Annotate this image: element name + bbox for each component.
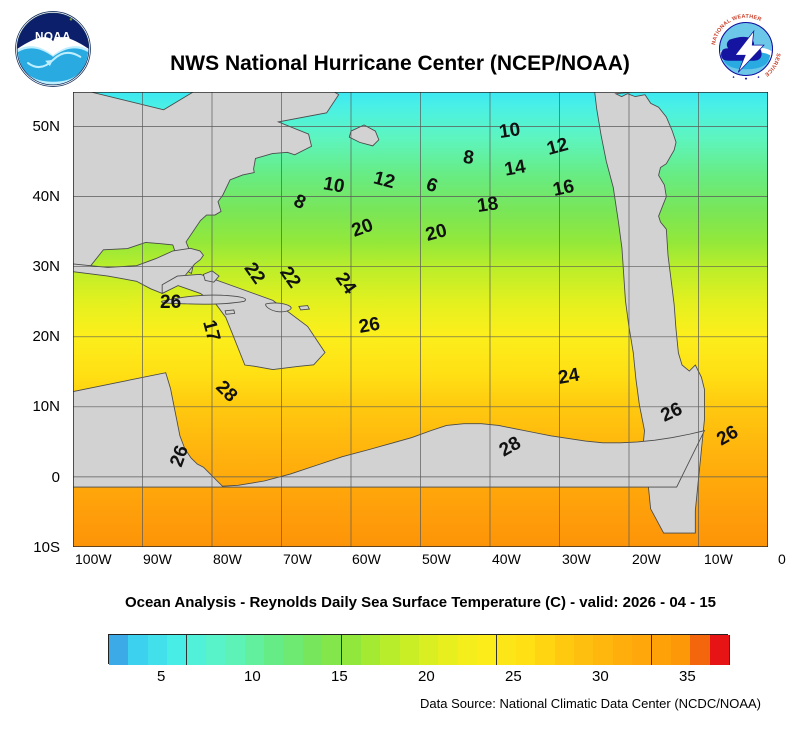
svg-text:12: 12: [545, 134, 571, 160]
svg-text:26: 26: [166, 443, 193, 470]
svg-text:17: 17: [198, 318, 224, 344]
svg-text:8: 8: [290, 190, 308, 214]
svg-text:26: 26: [160, 292, 181, 313]
svg-text:10: 10: [322, 173, 346, 197]
svg-text:26: 26: [357, 314, 381, 338]
svg-text:6: 6: [423, 174, 440, 197]
svg-text:22: 22: [275, 263, 304, 292]
svg-text:10: 10: [498, 119, 522, 143]
svg-text:20: 20: [423, 220, 449, 246]
svg-text:22: 22: [240, 259, 269, 288]
svg-text:18: 18: [476, 193, 500, 217]
svg-text:24: 24: [557, 364, 582, 388]
svg-text:26: 26: [713, 422, 742, 451]
svg-text:28: 28: [496, 433, 525, 462]
svg-text:14: 14: [503, 156, 528, 180]
svg-text:8: 8: [462, 147, 475, 169]
svg-text:20: 20: [349, 215, 376, 242]
svg-text:28: 28: [211, 377, 241, 407]
svg-text:16: 16: [551, 176, 576, 201]
svg-text:12: 12: [371, 168, 397, 194]
svg-text:26: 26: [658, 399, 686, 427]
svg-text:24: 24: [331, 269, 361, 299]
